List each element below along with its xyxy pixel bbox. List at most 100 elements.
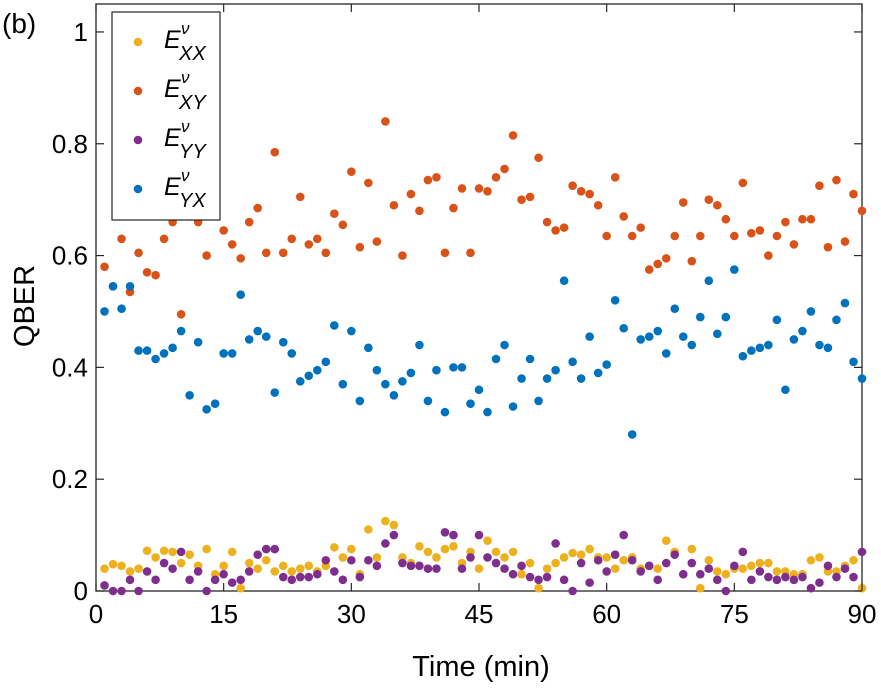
data-point — [764, 558, 773, 568]
data-point — [721, 214, 731, 224]
data-point — [755, 226, 765, 235]
data-point — [287, 349, 297, 358]
data-point — [449, 541, 458, 551]
legend-subscript: YX — [179, 190, 206, 212]
data-point — [789, 575, 799, 585]
data-point — [244, 567, 254, 576]
data-point — [261, 248, 271, 258]
data-point — [840, 564, 850, 573]
data-point — [815, 340, 824, 350]
data-point — [457, 184, 467, 193]
data-point — [389, 391, 399, 400]
data-point — [440, 528, 450, 537]
data-point — [210, 399, 220, 409]
data-point — [687, 558, 697, 568]
data-point — [661, 349, 671, 358]
data-point — [568, 548, 577, 558]
data-point — [525, 354, 535, 364]
data-point — [508, 569, 518, 579]
data-point — [304, 572, 314, 582]
data-point — [593, 200, 603, 210]
data-point — [730, 231, 739, 241]
data-point — [347, 326, 356, 336]
data-point — [730, 265, 739, 274]
data-point — [568, 357, 577, 367]
data-point — [168, 547, 177, 557]
data-point — [398, 558, 407, 568]
data-point — [772, 315, 782, 325]
data-point — [500, 553, 509, 562]
data-point — [508, 131, 518, 140]
data-point — [261, 555, 271, 565]
data-point — [312, 365, 322, 375]
data-point — [695, 231, 705, 241]
data-point — [525, 192, 535, 202]
data-point — [142, 346, 152, 355]
data-point — [372, 365, 382, 375]
data-point — [287, 575, 297, 585]
panel-label: (b) — [2, 8, 37, 39]
data-point — [176, 309, 186, 319]
data-point — [619, 212, 628, 221]
data-point — [602, 567, 611, 576]
data-point — [457, 564, 467, 573]
data-point — [798, 326, 807, 336]
data-point — [559, 553, 569, 562]
data-point — [219, 349, 228, 358]
data-point — [653, 564, 663, 573]
data-point — [261, 544, 271, 554]
data-point — [159, 546, 169, 556]
data-point — [253, 564, 263, 573]
data-point — [542, 217, 552, 227]
data-point — [678, 198, 688, 207]
data-point — [483, 407, 492, 417]
data-point — [542, 572, 552, 582]
data-point — [219, 561, 228, 571]
data-point — [670, 304, 680, 313]
legend-superscript: ν — [181, 68, 190, 87]
data-point — [389, 530, 399, 540]
data-point — [627, 231, 637, 241]
data-point — [559, 575, 569, 585]
data-point — [678, 332, 688, 341]
data-point — [627, 555, 637, 565]
data-point — [857, 547, 867, 557]
data-point — [253, 550, 263, 559]
data-point — [287, 567, 297, 576]
data-point — [466, 553, 475, 562]
data-point — [695, 312, 705, 322]
data-point — [738, 178, 748, 188]
data-point — [142, 546, 152, 556]
data-point — [798, 572, 807, 582]
data-point — [483, 186, 492, 196]
x-tick-label: 75 — [720, 599, 749, 629]
legend-marker — [133, 184, 143, 194]
data-point — [142, 567, 152, 576]
data-point — [610, 564, 620, 573]
data-point — [151, 270, 160, 280]
data-point — [406, 368, 416, 378]
data-point — [474, 385, 484, 395]
data-point — [653, 575, 663, 585]
data-point — [806, 555, 816, 565]
data-point — [372, 237, 382, 246]
data-point — [423, 564, 433, 573]
data-point — [312, 234, 322, 244]
data-point — [415, 340, 424, 350]
data-point — [100, 564, 109, 573]
data-point — [176, 547, 186, 557]
data-point — [840, 237, 850, 246]
data-point — [653, 259, 663, 269]
ticks-layer: 0 15 30 45 60 75 90 0 0.2 0.4 0.6 0.8 1 — [52, 4, 876, 629]
data-point — [840, 298, 850, 308]
data-point — [159, 558, 169, 568]
data-point — [142, 268, 152, 277]
data-point — [627, 430, 637, 439]
data-point — [755, 343, 765, 353]
data-point — [159, 349, 169, 358]
data-point — [202, 586, 211, 596]
legend-superscript: ν — [181, 19, 190, 38]
data-point — [449, 363, 458, 372]
